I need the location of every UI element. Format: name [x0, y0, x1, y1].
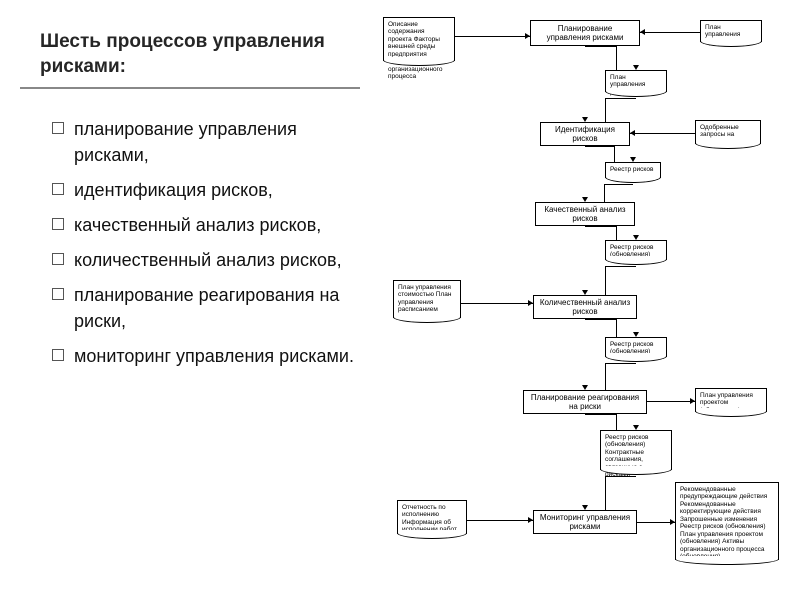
document-box-d11: Отчетность по исполнению Информация об и… [397, 500, 467, 534]
connector-line [585, 414, 616, 415]
connector-line [630, 133, 695, 134]
connector-line [605, 476, 636, 477]
document-box-d6: Реестр рисков (обновления) [605, 240, 667, 260]
connector-line [604, 184, 605, 202]
connector-line [605, 98, 606, 122]
connector-line [585, 510, 605, 511]
connector-line [585, 122, 605, 123]
connector-line [467, 520, 533, 521]
process-box-p3: Качественный анализ рисков [535, 202, 635, 226]
connector-line [455, 36, 530, 37]
connector-line [640, 32, 700, 33]
document-box-d7: План управления стоимостью План управлен… [393, 280, 461, 318]
connector-line [585, 202, 604, 203]
document-box-d2: План управления проектом [700, 20, 762, 42]
arrow-head-icon [582, 197, 588, 202]
connector-line [616, 414, 617, 430]
arrow-head-icon [528, 300, 533, 306]
process-box-p4: Количественный анализ рисков [533, 295, 637, 319]
connector-line [461, 303, 533, 304]
arrow-head-icon [630, 130, 635, 136]
connector-line [616, 319, 617, 337]
arrow-head-icon [633, 65, 639, 70]
connector-line [605, 476, 606, 510]
arrow-head-icon [690, 398, 695, 404]
document-box-d3: План управления рисками [605, 70, 667, 92]
arrow-head-icon [640, 29, 645, 35]
title-rule [20, 87, 360, 89]
document-box-d8: Реестр рисков (обновления) [605, 337, 667, 357]
arrow-head-icon [630, 157, 636, 162]
connector-line [647, 401, 695, 402]
connector-line [616, 46, 617, 70]
arrow-head-icon [633, 425, 639, 430]
arrow-head-icon [528, 517, 533, 523]
bullet-item: планирование управления рисками, [52, 117, 360, 167]
connector-line [616, 430, 636, 431]
bullet-item: количественный анализ рисков, [52, 248, 360, 273]
arrow-head-icon [670, 519, 675, 525]
connector-line [585, 146, 614, 147]
document-box-d5: Реестр рисков [605, 162, 661, 178]
arrow-head-icon [582, 505, 588, 510]
connector-line [605, 266, 636, 267]
document-box-d9: План управления проектом (обновления) [695, 388, 767, 412]
bullet-item: планирование реагирования на риски, [52, 283, 360, 333]
process-box-p2: Идентификация рисков [540, 122, 630, 146]
document-box-d12: Рекомендованные предупреждающие действия… [675, 482, 779, 560]
connector-line [605, 363, 636, 364]
process-box-p1: Планирование управления рисками [530, 20, 640, 46]
arrow-head-icon [633, 235, 639, 240]
connector-line [616, 226, 617, 240]
arrow-head-icon [582, 117, 588, 122]
document-box-d1: Описание содержания проекта Факторы внеш… [383, 17, 455, 61]
arrow-head-icon [633, 332, 639, 337]
connector-line [616, 240, 636, 241]
arrow-head-icon [525, 33, 530, 39]
connector-line [585, 319, 616, 320]
connector-line [585, 226, 616, 227]
connector-line [585, 46, 616, 47]
bullet-item: качественный анализ рисков, [52, 213, 360, 238]
process-box-p5: Планирование реагирования на риски [523, 390, 647, 414]
bullet-item: мониторинг управления рисками. [52, 344, 360, 369]
arrow-head-icon [582, 385, 588, 390]
process-box-p6: Мониторинг управления рисками [533, 510, 637, 534]
page-title: Шесть процессов управления рисками: [20, 30, 360, 79]
connector-line [616, 337, 636, 338]
arrow-head-icon [582, 290, 588, 295]
bullet-item: идентификация рисков, [52, 178, 360, 203]
connector-line [616, 70, 636, 71]
document-box-d10: Реестр рисков (обновления) Контрактные с… [600, 430, 672, 470]
connector-line [605, 266, 606, 295]
connector-line [605, 98, 636, 99]
connector-line [585, 390, 605, 391]
bullet-list: планирование управления рисками, идентиф… [20, 117, 360, 369]
left-panel: Шесть процессов управления рисками: план… [20, 30, 360, 379]
connector-line [614, 162, 633, 163]
connector-line [605, 363, 606, 390]
connector-line [614, 146, 615, 162]
document-box-d4: Одобренные запросы на изменения [695, 120, 761, 144]
flowchart-diagram: Планирование управления рисками Идентифик… [375, 12, 785, 592]
connector-line [585, 295, 605, 296]
connector-line [604, 184, 633, 185]
